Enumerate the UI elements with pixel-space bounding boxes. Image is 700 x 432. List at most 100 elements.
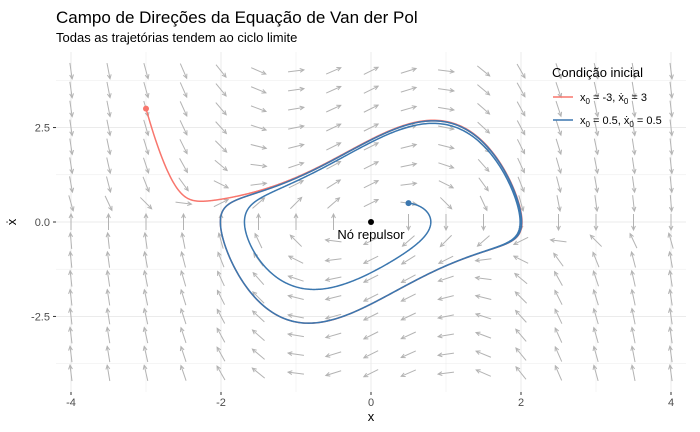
field-arrow-head xyxy=(180,269,185,276)
field-arrow-head xyxy=(251,367,257,373)
field-arrow-head xyxy=(474,312,481,318)
field-arrow xyxy=(69,138,75,156)
field-arrow xyxy=(475,350,492,358)
field-arrow-shaft xyxy=(400,182,417,186)
field-arrow-shaft xyxy=(475,369,492,377)
field-arrow-head xyxy=(630,250,635,257)
field-arrow-shaft xyxy=(326,123,341,132)
field-arrow-head xyxy=(331,212,336,219)
field-arrow-shaft xyxy=(593,157,599,174)
field-arrow xyxy=(69,100,74,118)
field-arrow-shaft xyxy=(143,138,149,155)
field-arrow-head xyxy=(299,86,306,92)
field-arrow-head xyxy=(594,149,600,156)
field-arrow-shaft xyxy=(400,86,417,93)
field-arrow-head xyxy=(485,90,491,96)
field-arrow-shaft xyxy=(179,139,188,154)
field-arrow-shaft xyxy=(556,195,561,212)
field-arrow-head xyxy=(180,250,185,257)
field-arrow xyxy=(668,195,674,213)
field-arrow xyxy=(289,196,303,210)
field-arrow-shaft xyxy=(289,234,303,247)
field-arrow xyxy=(68,326,73,344)
field-arrow xyxy=(438,144,455,150)
field-arrow-head xyxy=(68,250,73,257)
field-arrow xyxy=(217,251,225,268)
field-arrow-head xyxy=(411,143,418,148)
x-tick-label: -2 xyxy=(216,397,226,409)
field-arrow xyxy=(669,138,674,156)
field-arrow xyxy=(104,195,113,212)
field-arrow xyxy=(213,180,230,189)
field-arrow xyxy=(668,307,673,325)
field-arrow-head xyxy=(335,179,342,185)
field-arrow-shaft xyxy=(401,255,416,265)
field-arrow xyxy=(593,100,600,118)
field-arrow xyxy=(326,160,342,170)
x-tick-label: 2 xyxy=(518,397,524,409)
field-arrow-shaft xyxy=(513,255,529,264)
field-arrow xyxy=(400,162,418,168)
field-arrow xyxy=(250,105,268,113)
field-arrow xyxy=(553,252,564,267)
field-arrow xyxy=(142,307,149,325)
field-arrow-shaft xyxy=(106,157,111,174)
field-arrow xyxy=(631,81,637,99)
field-arrow xyxy=(215,102,227,116)
field-arrow xyxy=(630,364,636,382)
field-arrow xyxy=(179,82,188,99)
field-arrow xyxy=(105,364,111,382)
field-arrow-shaft xyxy=(179,120,188,136)
field-arrow-head xyxy=(594,93,600,99)
field-arrow xyxy=(555,119,563,137)
field-arrow-shaft xyxy=(325,351,342,358)
field-arrow-shaft xyxy=(250,86,267,94)
field-arrow-shaft xyxy=(180,289,187,306)
field-arrow-shaft xyxy=(143,365,149,382)
field-arrow xyxy=(288,124,305,130)
field-arrow xyxy=(631,138,637,156)
field-arrow-shaft xyxy=(593,365,599,381)
field-arrow-shaft xyxy=(555,138,562,155)
field-arrow-shaft xyxy=(106,100,111,117)
field-arrow-head xyxy=(373,161,380,166)
field-arrow-shaft xyxy=(669,119,673,136)
field-arrow-shaft xyxy=(437,69,455,73)
field-arrow-shaft xyxy=(475,277,492,281)
field-arrow xyxy=(363,104,380,113)
field-arrow xyxy=(406,214,411,232)
field-arrow-shaft xyxy=(631,270,636,287)
field-arrow-head xyxy=(223,183,230,189)
field-arrow-shaft xyxy=(143,327,149,344)
field-arrow-shaft xyxy=(631,327,636,344)
field-arrow-head xyxy=(182,73,188,80)
field-arrow-shaft xyxy=(437,371,455,375)
field-arrow-head xyxy=(554,308,559,314)
field-arrow-shaft xyxy=(516,63,526,79)
field-arrow-head xyxy=(549,237,555,243)
field-arrow-head xyxy=(324,237,330,243)
field-arrow xyxy=(437,275,454,283)
field-arrow-head xyxy=(68,212,74,219)
field-arrow xyxy=(474,312,492,320)
field-arrow-head xyxy=(144,149,150,156)
field-arrow xyxy=(288,161,305,169)
field-arrow-head xyxy=(336,160,342,166)
field-arrow xyxy=(518,195,525,212)
field-arrow-shaft xyxy=(554,327,563,343)
field-arrow-shaft xyxy=(593,289,599,306)
x-axis-label: x xyxy=(368,409,375,424)
field-arrow-head xyxy=(216,308,222,314)
field-arrow-head xyxy=(68,231,74,238)
field-arrow xyxy=(436,371,455,377)
field-arrow-head xyxy=(261,89,267,94)
field-arrow xyxy=(437,295,454,301)
field-arrow-head xyxy=(481,225,486,232)
field-arrow xyxy=(68,195,75,212)
field-arrow xyxy=(180,231,186,249)
field-arrow-head xyxy=(221,110,227,116)
field-arrow-head xyxy=(592,345,598,352)
field-arrow-shaft xyxy=(326,142,341,151)
field-arrow xyxy=(631,176,637,194)
field-arrow xyxy=(286,332,304,338)
